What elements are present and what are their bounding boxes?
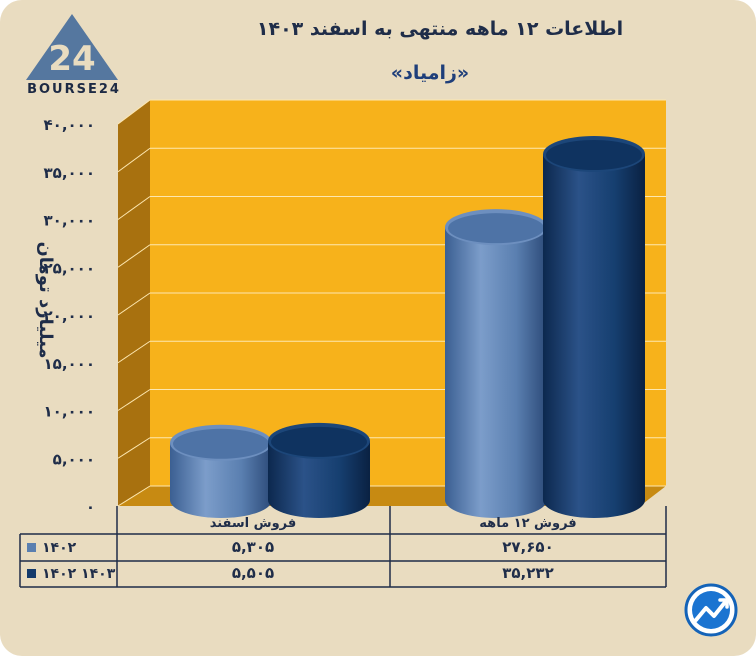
bar-top-inner <box>448 213 544 244</box>
value-label: ۵,۳۰۵ <box>232 538 274 556</box>
bar-body <box>170 442 272 518</box>
y-tick-label: ۴۰,۰۰۰ <box>44 116 95 134</box>
logo-text: BOURSE24 <box>27 82 121 97</box>
y-axis-label: میلیارد تومان <box>35 241 56 358</box>
chart-subtitle: «زامیاد» <box>390 62 470 84</box>
y-tick-label: ۲۰,۰۰۰ <box>44 307 95 325</box>
gridline-side <box>117 244 151 268</box>
category-label: فروش ۱۲ ماهه <box>479 516 576 531</box>
y-tick-label: ۲۵,۰۰۰ <box>44 259 95 277</box>
bar <box>445 209 547 519</box>
bar-top-inner <box>271 426 367 457</box>
category-label: فروش اسفند <box>210 516 297 531</box>
bar <box>170 424 272 518</box>
bar-top-inner <box>546 140 642 171</box>
value-label: ۵,۵۰۵ <box>232 564 274 582</box>
y-axis-ticks: ۰ ۵,۰۰۰ ۱۰,۰۰۰ ۱۵,۰۰۰ ۲۰,۰۰۰ ۲۵,۰۰۰ ۳۰,۰۰۰ ۳۵,۰… <box>44 116 95 516</box>
bar-body <box>543 154 645 518</box>
bar <box>543 136 645 518</box>
chart-title: اطلاعات ۱۲ ماهه منتهی به اسفند ۱۴۰۳ <box>256 18 624 40</box>
gridline-side <box>117 340 151 364</box>
gridline-side <box>117 147 151 173</box>
y-tick-label: ۰ <box>86 498 95 516</box>
y-tick-label: ۱۰,۰۰۰ <box>44 403 95 421</box>
chart-trend-icon <box>684 583 738 637</box>
y-tick-label: ۵,۰۰۰ <box>53 450 95 468</box>
bars <box>170 136 645 519</box>
gridline-side <box>117 196 151 220</box>
legend-label: ۱۴۰۲ <box>42 540 77 556</box>
gridline-side <box>117 437 151 459</box>
y-tick-label: ۳۰,۰۰۰ <box>44 212 95 230</box>
gridline-side <box>117 292 151 316</box>
legend-label: ۱۴۰۲ ۱۴۰۳ <box>42 566 116 582</box>
gridline-side <box>117 99 151 125</box>
plot-side-wall <box>118 100 150 506</box>
bar-body <box>268 440 370 518</box>
legend-swatch <box>27 543 36 552</box>
gridline-side <box>117 485 151 507</box>
logo-number: 24 <box>48 39 95 79</box>
value-label: ۳۵,۲۳۲ <box>502 564 553 582</box>
data-table: فروش اسفند فروش ۱۲ ماهه ۱۴۰۲ ۵,۳۰۵ ۲۷,۶۵۰ ۱۴۰… <box>19 506 667 588</box>
bar <box>268 422 370 518</box>
logo: 24 <box>26 14 118 80</box>
logo-triangle-icon <box>26 14 118 80</box>
gridline-side <box>117 389 151 411</box>
legend-swatch <box>27 569 36 578</box>
y-tick-label: ۳۵,۰۰۰ <box>44 164 95 182</box>
y-tick-label: ۱۵,۰۰۰ <box>44 355 95 373</box>
bar-body <box>445 227 547 519</box>
value-label: ۲۷,۶۵۰ <box>502 538 553 556</box>
bar-top-inner <box>173 428 269 459</box>
